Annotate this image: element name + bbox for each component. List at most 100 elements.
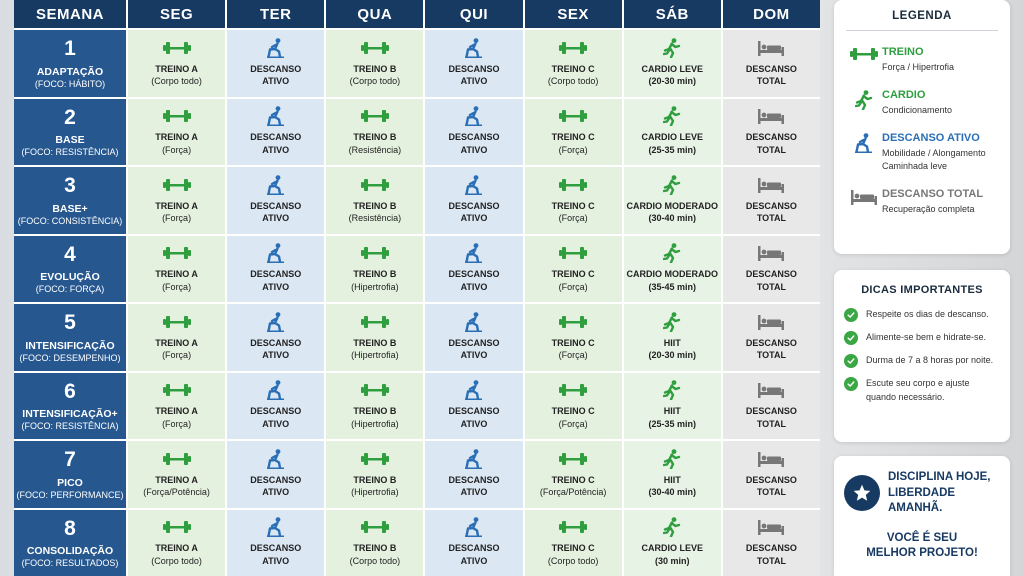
stretching-icon	[266, 106, 285, 127]
schedule-cell: TREINO A (Força)	[128, 372, 226, 439]
activity-name: DESCANSO	[745, 63, 797, 74]
schedule-cell: TREINO B (Corpo todo)	[326, 509, 424, 576]
week-number: 4	[64, 242, 76, 266]
header-day: DOM	[722, 0, 820, 28]
stretching-icon	[846, 131, 882, 153]
activity-detail: (Força)	[162, 281, 192, 292]
schedule-cell: CARDIO LEVE (25-35 min)	[623, 98, 721, 165]
activity-name: TREINO A	[155, 337, 198, 348]
week-label: 2 BASE (FOCO: RESISTÊNCIA)	[14, 98, 126, 165]
activity-name: DESCANSO	[250, 337, 302, 348]
activity-detail: (Resistência)	[348, 213, 402, 224]
legend-name: TREINO	[882, 46, 924, 58]
activity-detail: ATIVO	[460, 281, 488, 292]
dumbbell-icon	[162, 450, 191, 468]
legend-item-treino: TREINO Força / Hipertrofia	[846, 45, 998, 74]
tip-line: Durma de 7 a 8 horas por noite.	[866, 355, 994, 365]
week-label: 8 CONSOLIDAÇÃO (FOCO: RESULTADOS)	[14, 509, 126, 576]
runner-icon	[663, 448, 681, 469]
week-phase: CONSOLIDAÇÃO	[26, 545, 114, 558]
dumbbell-icon	[360, 176, 389, 194]
schedule-cell: DESCANSO ATIVO	[425, 441, 523, 508]
bed-icon	[758, 313, 785, 331]
activity-name: HIIT	[663, 474, 681, 485]
activity-detail: (Força)	[162, 418, 192, 429]
tip-text: Escute seu corpo e ajuste quando necessár…	[866, 377, 970, 404]
activity-detail: (Corpo todo)	[547, 76, 599, 87]
activity-detail: (20-30 min)	[648, 76, 697, 87]
week-number: 5	[64, 311, 76, 335]
schedule-cell: DESCANSO TOTAL	[722, 441, 820, 508]
activity-name: TREINO B	[353, 132, 397, 143]
activity-detail: (Força/Potência)	[143, 487, 210, 498]
stretching-icon	[266, 243, 285, 264]
legend-desc: Mobilidade / Alongamento	[882, 147, 986, 158]
week-number: 1	[64, 37, 76, 61]
legend-panel: LEGENDA TREINO Força / Hipertrofia CARDIO C…	[834, 0, 1010, 254]
bed-icon	[758, 518, 785, 536]
legend-item-desc-total: DESCANSO TOTAL Recuperação completa	[846, 187, 998, 216]
activity-detail: (25-35 min)	[648, 418, 697, 429]
activity-detail: (30 min)	[655, 555, 690, 566]
activity-name: TREINO C	[551, 269, 595, 280]
legend-title: LEGENDA	[846, 10, 998, 31]
stretching-icon	[464, 517, 483, 538]
schedule-cell: CARDIO LEVE (30 min)	[623, 509, 721, 576]
week-phase: INTENSIFICAÇÃO+	[22, 408, 118, 421]
activity-detail: (Corpo todo)	[547, 555, 599, 566]
activity-name: TREINO C	[551, 543, 595, 554]
motto-line-2b: MELHOR PROJETO!	[866, 547, 978, 560]
check-icon	[844, 308, 858, 322]
activity-name: DESCANSO	[745, 406, 797, 417]
legend-name: DESCANSO TOTAL	[882, 188, 984, 200]
week-label: 4 EVOLUÇÃO (FOCO: FORÇA)	[14, 235, 126, 302]
activity-detail: ATIVO	[460, 144, 488, 155]
activity-detail: (Força)	[558, 350, 588, 361]
schedule-cell: DESCANSO TOTAL	[722, 167, 820, 234]
tip-item: Durma de 7 a 8 horas por noite.	[844, 354, 1000, 368]
schedule-cell: TREINO A (Força)	[128, 167, 226, 234]
header-day: SEG	[128, 0, 226, 28]
schedule-cell: DESCANSO ATIVO	[227, 372, 325, 439]
bed-icon	[758, 381, 785, 399]
activity-detail: ATIVO	[262, 350, 290, 361]
schedule-cell: DESCANSO ATIVO	[425, 372, 523, 439]
schedule-cell: CARDIO LEVE (20-30 min)	[623, 30, 721, 97]
motto-line-1a: DISCIPLINA HOJE,	[888, 471, 991, 483]
activity-detail: ATIVO	[460, 418, 488, 429]
week-phase: INTENSIFICAÇÃO	[25, 339, 115, 352]
activity-name: DESCANSO	[745, 474, 797, 485]
motto-panel: DISCIPLINA HOJE, LIBERDADE AMANHÃ. VOCÊ …	[834, 456, 1010, 576]
stretching-icon	[266, 174, 285, 195]
tips-title: DICAS IMPORTANTES	[861, 284, 983, 296]
activity-name: TREINO B	[353, 63, 397, 74]
tip-item: Escute seu corpo e ajuste quando necessár…	[844, 377, 1000, 404]
dumbbell-icon	[559, 39, 588, 57]
training-schedule-grid: SEMANA SEG TER QUA QUI SEX SÁB DOM 1 ADAPTAÇÃO (FO…	[14, 0, 820, 576]
activity-detail: TOTAL	[756, 76, 786, 87]
tip-line: Respeite os dias de descanso.	[866, 309, 989, 319]
runner-icon	[663, 37, 681, 58]
legend-desc: Força / Hipertrofia	[882, 61, 955, 72]
legend-text: DESCANSO TOTAL Recuperação completa	[882, 187, 983, 216]
bed-icon	[758, 39, 785, 57]
header-day: SEX	[524, 0, 622, 28]
activity-name: TREINO B	[353, 543, 397, 554]
dumbbell-icon	[360, 244, 389, 262]
tips-panel: DICAS IMPORTANTES Respeite os dias de de…	[834, 270, 1010, 442]
activity-name: CARDIO MODERADO	[626, 269, 719, 280]
stretching-icon	[266, 380, 285, 401]
schedule-cell: TREINO C (Força)	[524, 372, 622, 439]
legend-desc: Recuperação completa	[882, 203, 975, 214]
dumbbell-icon	[559, 244, 588, 262]
activity-name: DESCANSO	[745, 269, 797, 280]
legend-item-cardio: CARDIO Condicionamento	[846, 88, 998, 117]
header-day: SÁB	[623, 0, 721, 28]
activity-name: DESCANSO	[745, 543, 797, 554]
activity-detail: (Corpo todo)	[349, 555, 401, 566]
tip-text: Durma de 7 a 8 horas por noite.	[866, 354, 993, 368]
week-number: 3	[64, 174, 76, 198]
schedule-cell: TREINO B (Hipertrofia)	[326, 304, 424, 371]
runner-icon	[663, 174, 681, 195]
activity-name: CARDIO LEVE	[641, 132, 704, 143]
